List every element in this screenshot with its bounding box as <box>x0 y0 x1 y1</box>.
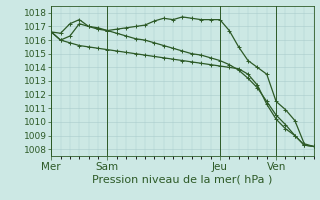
X-axis label: Pression niveau de la mer( hPa ): Pression niveau de la mer( hPa ) <box>92 174 273 184</box>
